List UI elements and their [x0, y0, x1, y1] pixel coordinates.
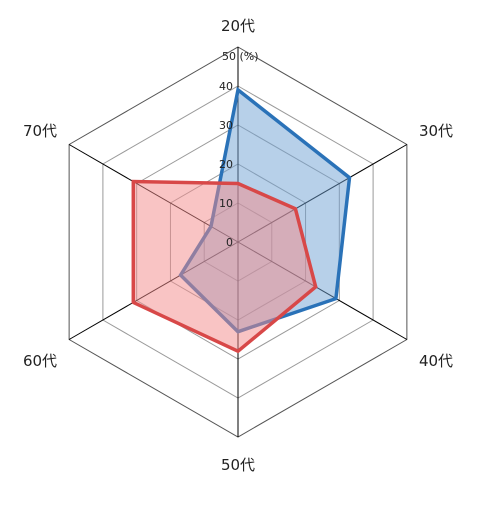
series-area	[131, 86, 352, 354]
tick-label-50: 50 (%)	[222, 50, 259, 63]
tick-label-30: 30	[219, 119, 233, 132]
category-label-70s: 70代	[23, 122, 57, 140]
tick-labels: 0 10 20 30 40 50 (%)	[219, 50, 259, 249]
tick-label-40: 40	[219, 80, 233, 93]
tick-label-10: 10	[219, 197, 233, 210]
tick-label-20: 20	[219, 158, 233, 171]
category-labels: 20代 30代 40代 50代 60代 70代	[23, 17, 453, 474]
category-label-50s: 50代	[221, 456, 255, 474]
tick-label-0: 0	[226, 236, 233, 249]
category-label-40s: 40代	[419, 352, 453, 370]
series-2-area	[131, 179, 318, 354]
category-label-20s: 20代	[221, 17, 255, 35]
category-label-30s: 30代	[419, 122, 453, 140]
category-label-60s: 60代	[23, 352, 57, 370]
